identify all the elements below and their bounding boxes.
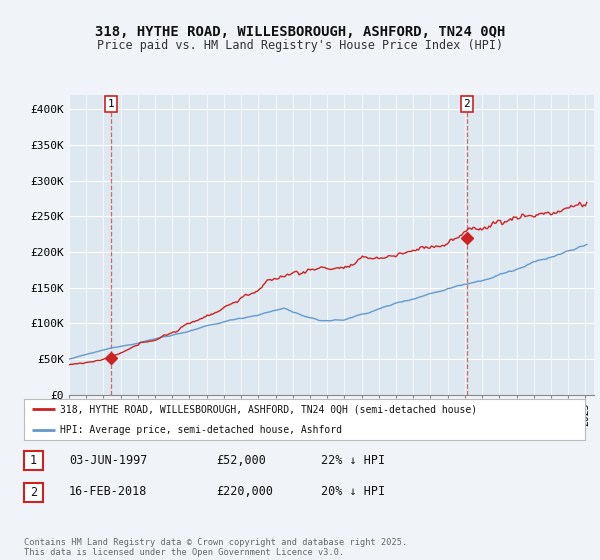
Text: Price paid vs. HM Land Registry's House Price Index (HPI): Price paid vs. HM Land Registry's House … [97,39,503,52]
Text: 318, HYTHE ROAD, WILLESBOROUGH, ASHFORD, TN24 0QH: 318, HYTHE ROAD, WILLESBOROUGH, ASHFORD,… [95,25,505,39]
Text: 03-JUN-1997: 03-JUN-1997 [69,454,148,467]
Text: HPI: Average price, semi-detached house, Ashford: HPI: Average price, semi-detached house,… [61,424,343,435]
Text: 318, HYTHE ROAD, WILLESBOROUGH, ASHFORD, TN24 0QH (semi-detached house): 318, HYTHE ROAD, WILLESBOROUGH, ASHFORD,… [61,404,478,414]
Text: 2: 2 [464,99,470,109]
Text: 20% ↓ HPI: 20% ↓ HPI [321,485,385,498]
Text: 2: 2 [30,486,37,499]
Text: Contains HM Land Registry data © Crown copyright and database right 2025.
This d: Contains HM Land Registry data © Crown c… [24,538,407,557]
Text: 22% ↓ HPI: 22% ↓ HPI [321,454,385,467]
Text: 16-FEB-2018: 16-FEB-2018 [69,485,148,498]
Text: 1: 1 [107,99,114,109]
Text: 1: 1 [30,454,37,468]
Text: £220,000: £220,000 [216,485,273,498]
Text: £52,000: £52,000 [216,454,266,467]
